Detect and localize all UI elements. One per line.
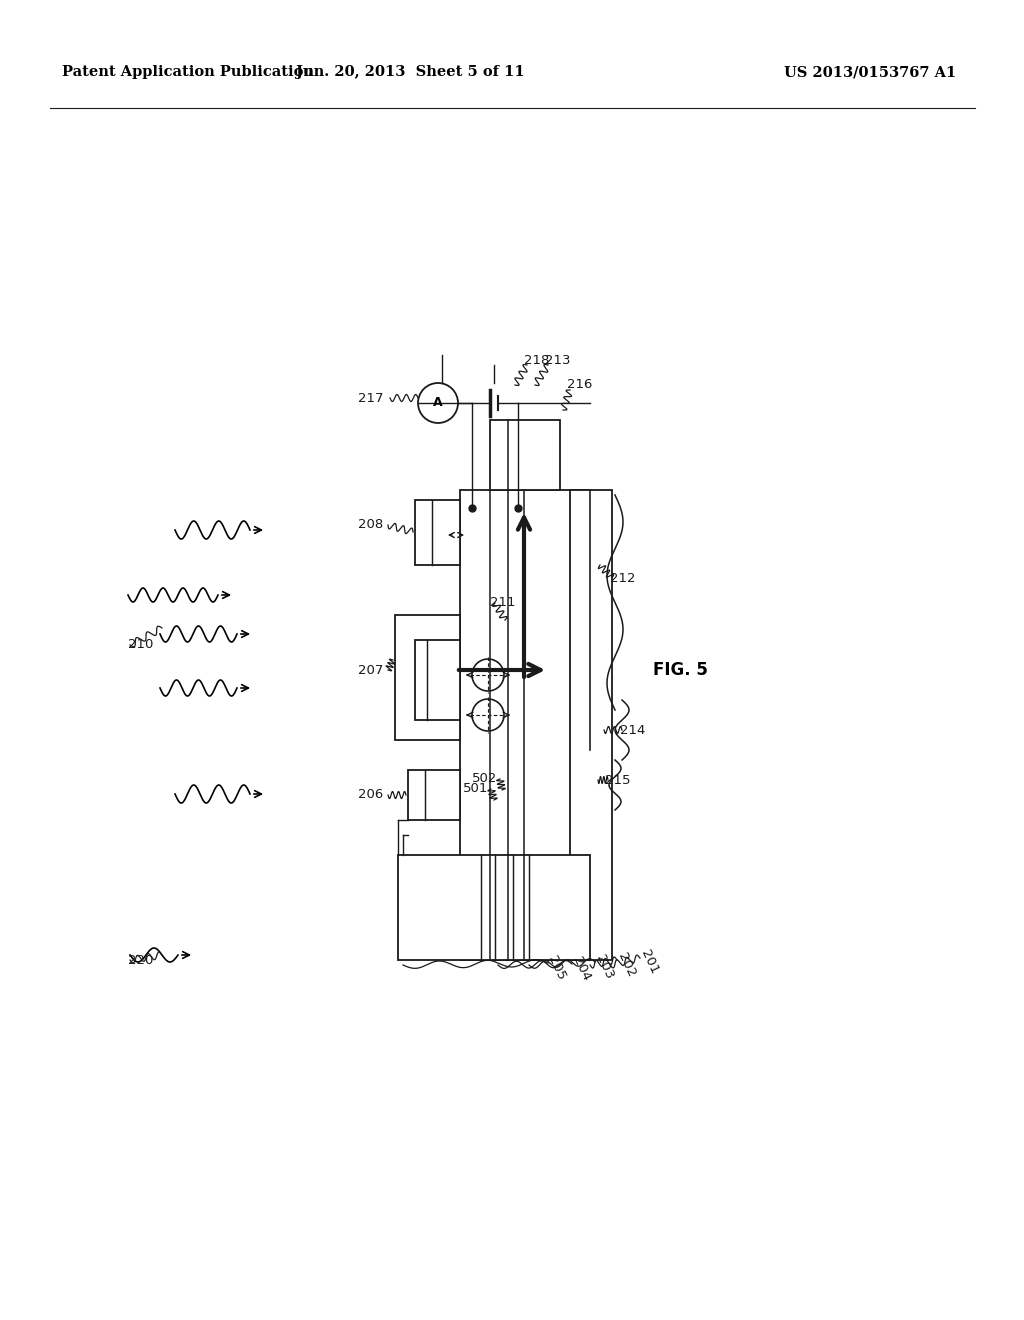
Bar <box>415 640 460 719</box>
Bar <box>490 420 560 490</box>
Bar <box>395 615 460 741</box>
Text: Jun. 20, 2013  Sheet 5 of 11: Jun. 20, 2013 Sheet 5 of 11 <box>296 65 524 79</box>
Text: 502: 502 <box>472 771 497 784</box>
Text: 210: 210 <box>128 639 154 652</box>
Text: 207: 207 <box>358 664 383 676</box>
Text: 201: 201 <box>638 948 660 977</box>
Bar <box>570 490 612 960</box>
Text: 217: 217 <box>358 392 384 404</box>
Text: 211: 211 <box>490 597 515 610</box>
Text: 212: 212 <box>610 572 636 585</box>
Text: 216: 216 <box>567 379 592 392</box>
Text: 214: 214 <box>620 723 645 737</box>
Text: 213: 213 <box>545 354 570 367</box>
Text: 203: 203 <box>593 953 615 981</box>
Bar <box>398 855 590 960</box>
Text: US 2013/0153767 A1: US 2013/0153767 A1 <box>784 65 956 79</box>
Text: A: A <box>433 396 442 409</box>
Bar <box>415 500 460 565</box>
Text: 215: 215 <box>605 774 631 787</box>
Text: 218: 218 <box>524 354 549 367</box>
Text: 205: 205 <box>545 954 567 982</box>
Text: 202: 202 <box>615 950 638 979</box>
Bar <box>408 770 460 820</box>
Text: 206: 206 <box>358 788 383 801</box>
Text: Patent Application Publication: Patent Application Publication <box>62 65 314 79</box>
Bar <box>460 490 590 960</box>
Text: FIG. 5: FIG. 5 <box>652 661 708 678</box>
Text: 501: 501 <box>463 781 488 795</box>
Text: 204: 204 <box>570 954 593 983</box>
Text: 208: 208 <box>358 519 383 532</box>
Text: 220: 220 <box>128 953 154 966</box>
